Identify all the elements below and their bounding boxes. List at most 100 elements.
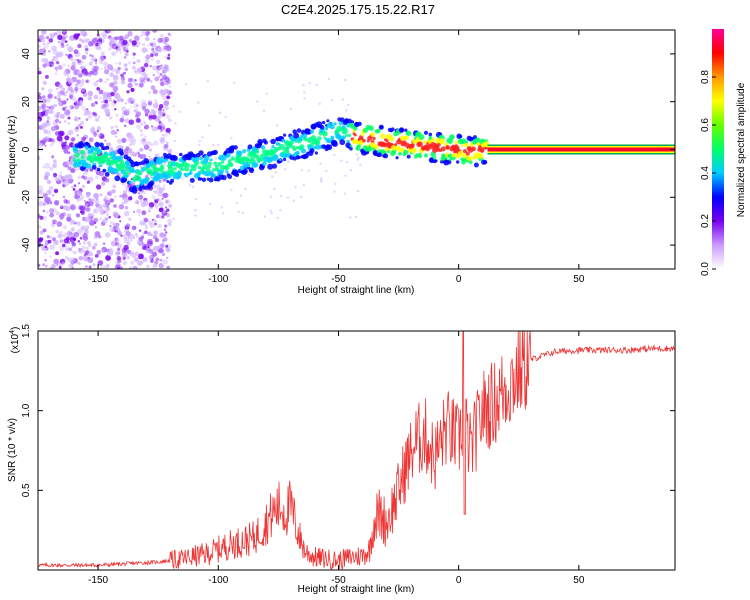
ridge-blob xyxy=(326,144,333,151)
noise-blob xyxy=(63,199,68,204)
noise-blob xyxy=(38,48,45,54)
noise-blob xyxy=(140,123,144,126)
noise-blob xyxy=(269,209,272,213)
ridge-blob xyxy=(226,152,231,158)
noise-blob xyxy=(147,101,152,106)
ridge-blob xyxy=(293,132,300,139)
noise-blob xyxy=(100,135,105,139)
noise-blob xyxy=(64,135,70,141)
ridge-blob xyxy=(132,185,137,190)
noise-blob xyxy=(81,175,85,179)
snr-y-ticks: 0.5 1.0 1.5 xyxy=(21,324,675,497)
noise-blob xyxy=(162,187,166,191)
noise-blob xyxy=(70,65,76,71)
noise-blob xyxy=(125,230,130,236)
noise-blob xyxy=(284,168,287,171)
noise-blob xyxy=(124,201,128,205)
ridge-blob xyxy=(253,162,259,168)
noise-blob xyxy=(135,40,141,46)
ridge-blob xyxy=(114,159,118,164)
noise-blob xyxy=(151,194,156,199)
noise-blob xyxy=(142,137,147,143)
noise-blob xyxy=(60,42,64,46)
noise-blob xyxy=(89,54,92,57)
noise-blob xyxy=(159,232,165,238)
ridge-blob xyxy=(394,143,398,147)
noise-blob xyxy=(121,137,127,143)
noise-blob xyxy=(67,122,70,125)
ridge-blob xyxy=(341,135,346,140)
noise-blob xyxy=(85,80,89,83)
noise-blob xyxy=(147,240,154,247)
ridge-blob xyxy=(257,138,263,145)
noise-blob xyxy=(95,42,99,47)
ridge-blob xyxy=(454,140,459,145)
ridge-blob xyxy=(229,162,234,168)
noise-blob xyxy=(153,38,156,41)
noise-blob xyxy=(302,183,306,187)
noise-blob xyxy=(38,111,44,118)
ridge-blob xyxy=(360,133,365,137)
noise-blob xyxy=(147,110,150,113)
noise-blob xyxy=(163,68,168,73)
noise-blob xyxy=(84,203,89,208)
noise-blob xyxy=(168,222,172,227)
noise-blob xyxy=(119,117,125,123)
noise-blob xyxy=(88,265,92,269)
noise-blob xyxy=(325,169,328,173)
noise-blob xyxy=(146,31,151,35)
noise-blob xyxy=(96,250,102,255)
noise-blob xyxy=(107,48,111,51)
noise-blob xyxy=(62,40,65,43)
noise-blob xyxy=(74,86,79,91)
noise-blob xyxy=(63,180,69,187)
noise-blob xyxy=(60,140,64,143)
noise-blob xyxy=(274,171,278,174)
noise-blob xyxy=(88,266,92,269)
noise-blob xyxy=(38,146,43,152)
noise-blob xyxy=(93,81,98,87)
noise-blob xyxy=(116,95,122,101)
noise-blob xyxy=(143,218,149,223)
ridge-blob xyxy=(347,133,352,138)
noise-blob xyxy=(59,239,64,243)
noise-blob xyxy=(167,53,171,57)
spectrogram-data xyxy=(38,30,675,269)
noise-blob xyxy=(150,125,154,128)
noise-blob xyxy=(92,38,97,43)
noise-blob xyxy=(131,151,136,157)
ridge-blob xyxy=(271,163,278,169)
noise-blob xyxy=(123,63,128,68)
x-tick-label: 0 xyxy=(456,575,462,586)
noise-blob xyxy=(82,38,89,44)
noise-blob xyxy=(74,88,79,93)
x-tick-label: 0 xyxy=(456,274,462,285)
ridge-blob xyxy=(85,145,89,149)
ridge-blob xyxy=(189,171,193,175)
noise-blob xyxy=(87,90,94,97)
noise-blob xyxy=(44,259,47,262)
noise-blob xyxy=(157,124,163,130)
noise-blob xyxy=(156,70,160,75)
noise-blob xyxy=(90,111,93,115)
ridge-blob xyxy=(319,125,325,130)
noise-blob xyxy=(75,222,79,225)
noise-blob xyxy=(38,225,42,229)
noise-blob xyxy=(52,219,57,225)
noise-blob xyxy=(159,263,164,269)
ridge-blob xyxy=(260,145,266,150)
noise-blob xyxy=(88,137,94,143)
noise-blob xyxy=(98,115,101,118)
noise-blob xyxy=(96,184,102,190)
noise-blob xyxy=(165,200,169,204)
noise-blob xyxy=(53,32,57,36)
noise-blob xyxy=(270,211,273,215)
noise-blob xyxy=(88,200,94,207)
noise-blob xyxy=(67,166,72,170)
noise-blob xyxy=(77,70,81,75)
colorbar-ticks: 0.0 0.2 0.4 0.6 0.8 xyxy=(700,70,716,276)
noise-blob xyxy=(139,220,145,226)
noise-blob xyxy=(101,51,105,55)
noise-blob xyxy=(76,198,81,203)
